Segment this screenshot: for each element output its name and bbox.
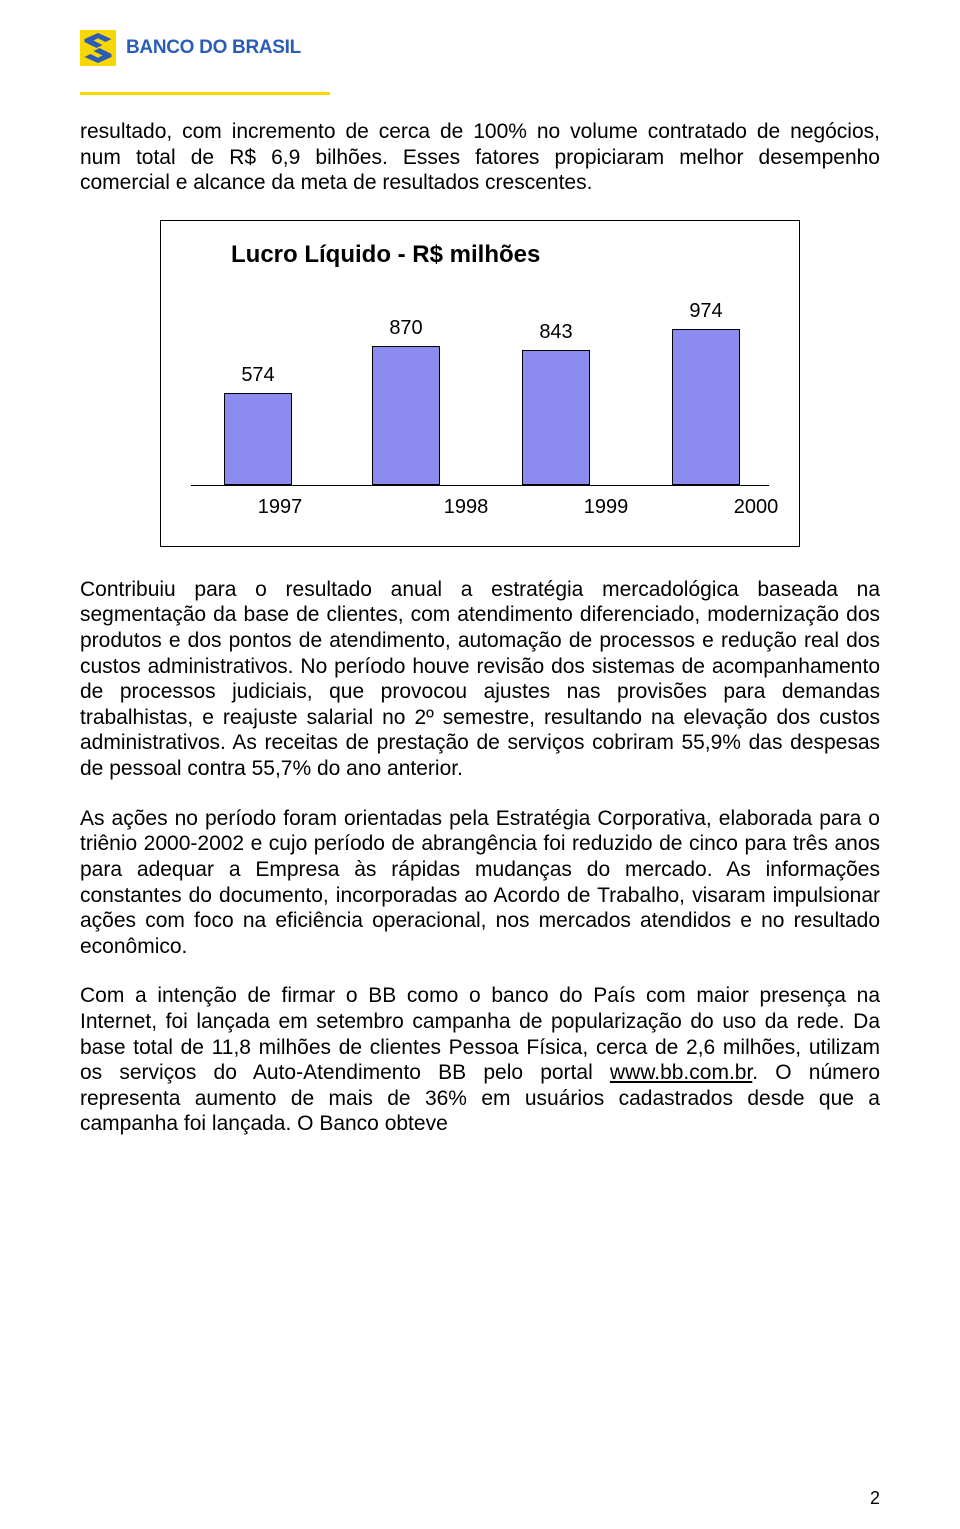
chart-bar-rect (522, 350, 590, 485)
document-page: BANCO DO BRASIL resultado, com increment… (0, 0, 960, 1529)
chart-x-tick: 2000 (721, 496, 791, 519)
paragraph-3: As ações no período foram orientadas pel… (80, 806, 880, 960)
bank-name: BANCO DO BRASIL (126, 37, 301, 59)
chart-plot-area: 5741997870199884319999742000 (191, 295, 769, 486)
brand-header: BANCO DO BRASIL (80, 30, 880, 95)
chart-bar-value-label: 843 (539, 321, 572, 344)
chart-bar: 870 (371, 317, 441, 485)
chart-bar: 974 (671, 300, 741, 485)
chart-title: Lucro Líquido - R$ milhões (231, 241, 769, 269)
brand-underline (80, 92, 330, 95)
paragraph-1: resultado, com incremento de cerca de 10… (80, 119, 880, 196)
chart-bar: 843 (521, 321, 591, 485)
chart-bar-value-label: 974 (689, 300, 722, 323)
logo-block: BANCO DO BRASIL (80, 30, 880, 66)
chart-bar-rect (672, 329, 740, 485)
profit-chart: Lucro Líquido - R$ milhões 5741997870199… (160, 220, 800, 547)
bb-portal-link[interactable]: www.bb.com.br (610, 1061, 752, 1084)
chart-x-tick: 1997 (245, 496, 315, 519)
chart-bar-rect (224, 393, 292, 485)
paragraph-2: Contribuiu para o resultado anual a estr… (80, 577, 880, 782)
chart-bar-rect (372, 346, 440, 485)
chart-bar: 574 (223, 364, 293, 485)
chart-bar-value-label: 870 (389, 317, 422, 340)
chart-bar-value-label: 574 (241, 364, 274, 387)
bb-logo-icon (80, 30, 116, 66)
chart-x-tick: 1999 (571, 496, 641, 519)
page-number: 2 (870, 1488, 880, 1509)
paragraph-4: Com a intenção de firmar o BB como o ban… (80, 983, 880, 1137)
chart-x-tick: 1998 (431, 496, 501, 519)
